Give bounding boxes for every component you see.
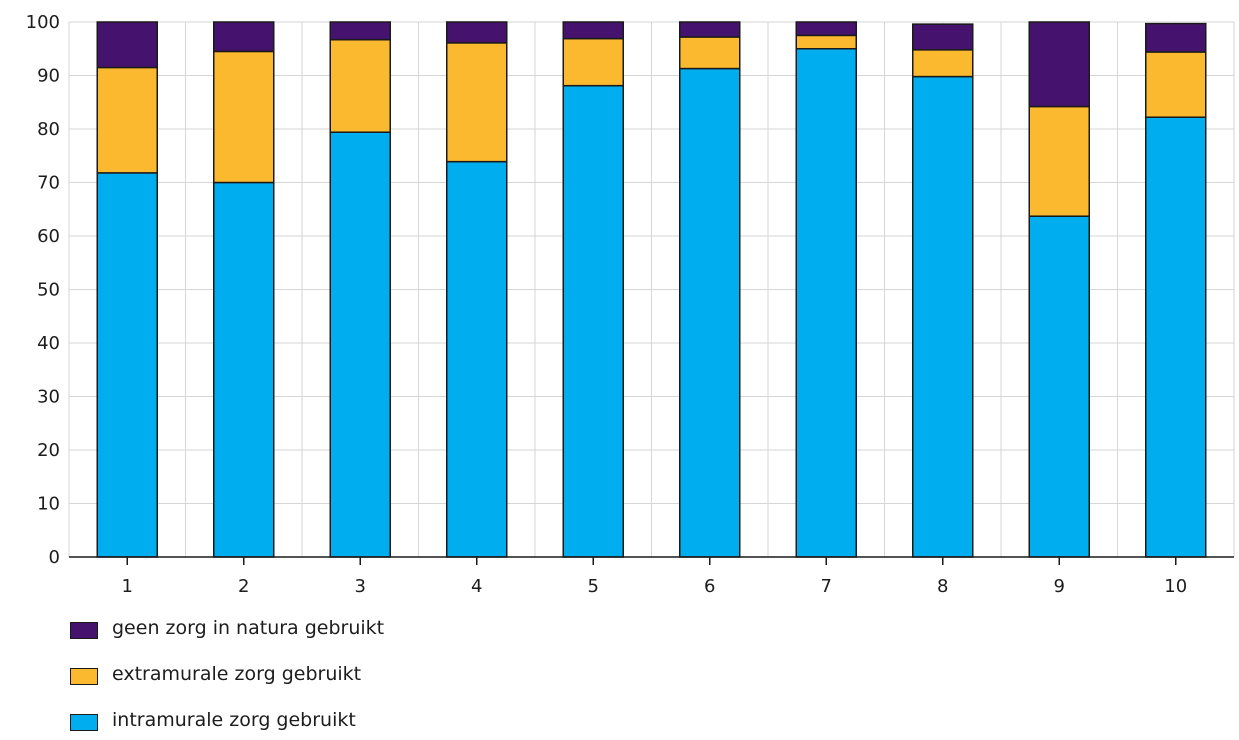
x-tick-label: 5	[588, 576, 599, 597]
y-tick-label: 90	[37, 66, 60, 87]
bar-segment	[795, 34, 857, 50]
bar-segment	[213, 181, 275, 558]
bar-segment	[329, 131, 391, 558]
bar-segment	[96, 172, 158, 558]
y-tick-label: 10	[37, 494, 60, 515]
x-tick-label: 10	[1164, 576, 1187, 597]
bar-segment	[446, 160, 508, 558]
bar-segment	[1145, 51, 1207, 118]
legend-label-extramurale-zorg: extramurale zorg gebruikt	[112, 663, 362, 685]
bar-segment	[795, 48, 857, 558]
x-tick-label: 1	[122, 576, 133, 597]
legend-label-geen-zorg: geen zorg in natura gebruikt	[112, 617, 385, 639]
y-tick-label: 70	[37, 173, 60, 194]
bar-segment	[562, 84, 624, 558]
y-tick-label: 100	[26, 12, 60, 33]
bar-segment	[329, 38, 391, 133]
bar-segment	[1028, 105, 1090, 217]
legend-swatch-intramurale-zorg	[70, 714, 98, 731]
bar-segment	[1145, 116, 1207, 558]
bar-segment	[1028, 21, 1090, 108]
bar-segment	[1028, 215, 1090, 558]
bar-segment	[446, 42, 508, 163]
legend-swatch-geen-zorg	[70, 622, 98, 639]
y-tick-label: 40	[37, 333, 60, 354]
bar-segment	[446, 21, 508, 44]
bar-segment	[795, 21, 857, 37]
bar-segment	[1145, 22, 1207, 53]
y-tick-label: 60	[37, 226, 60, 247]
bar-segment	[213, 50, 275, 184]
bar-segment	[213, 21, 275, 53]
x-tick-label: 8	[937, 576, 948, 597]
x-tick-label: 2	[238, 576, 249, 597]
x-axis-tick-labels: 1 2 3 4 5 6 7 8 9 10	[122, 576, 1188, 597]
bar-segment	[679, 21, 741, 38]
bar-segment	[912, 23, 974, 51]
bar-segment	[562, 37, 624, 87]
legend-label-intramurale-zorg: intramurale zorg gebruikt	[112, 709, 356, 731]
stacked-bar-chart: 0 10 20 30 40 50 60 70 80 90 100 1 2 3 4 5 6 7 8 9 10	[26, 12, 1235, 597]
bar-segment	[912, 75, 974, 558]
y-tick-label: 50	[37, 280, 60, 301]
y-tick-label: 20	[37, 440, 60, 461]
bar-segment	[912, 49, 974, 78]
bar-segment	[96, 66, 158, 174]
axes	[69, 556, 1234, 565]
bar-segment	[96, 21, 158, 69]
x-tick-label: 6	[704, 576, 715, 597]
x-tick-label: 9	[1054, 576, 1065, 597]
x-tick-label: 3	[355, 576, 366, 597]
bar-segment	[679, 67, 741, 558]
y-tick-label: 0	[49, 547, 60, 568]
bar-segment	[329, 21, 391, 41]
bar-segment	[679, 36, 741, 70]
legend-swatch-extramurale-zorg	[70, 668, 98, 685]
bars	[96, 21, 1207, 558]
x-tick-label: 7	[821, 576, 832, 597]
y-tick-label: 80	[37, 119, 60, 140]
y-axis-tick-labels: 0 10 20 30 40 50 60 70 80 90 100	[26, 12, 60, 568]
y-tick-label: 30	[37, 387, 60, 408]
x-tick-label: 4	[471, 576, 482, 597]
bar-segment	[562, 21, 624, 40]
